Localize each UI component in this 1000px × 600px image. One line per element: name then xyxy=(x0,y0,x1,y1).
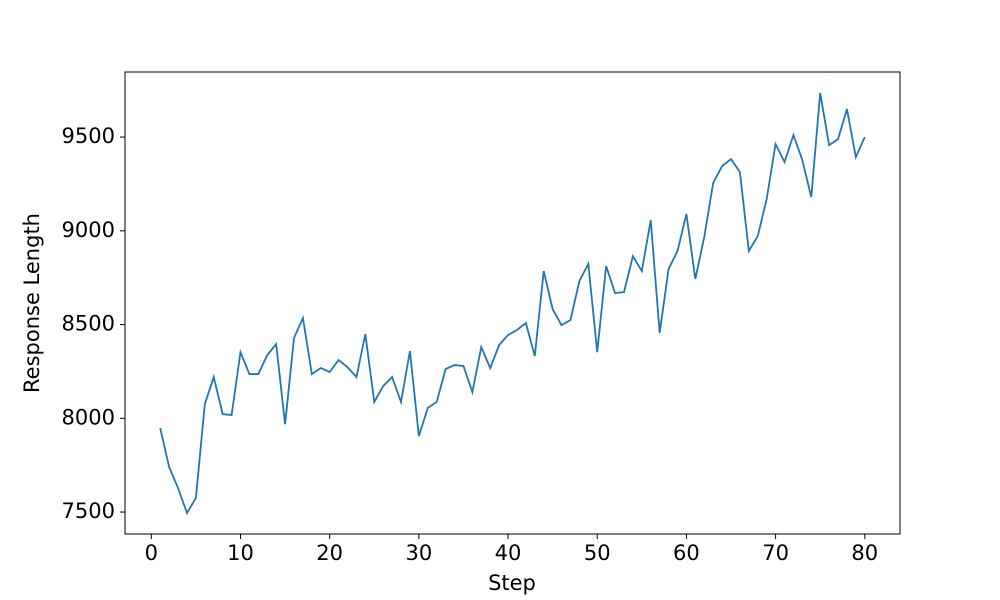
y-tick-label: 8000 xyxy=(62,405,115,429)
x-tick-label: 0 xyxy=(145,541,158,565)
x-tick-label: 10 xyxy=(227,541,254,565)
plot-frame xyxy=(124,71,901,535)
x-tick-label: 50 xyxy=(584,541,611,565)
y-tick-label: 9000 xyxy=(62,218,115,242)
x-tick-label: 70 xyxy=(762,541,789,565)
y-tick-label: 9500 xyxy=(62,124,115,148)
data-line xyxy=(159,92,866,516)
y-axis-label: Response Length xyxy=(20,213,44,393)
x-tick-label: 30 xyxy=(405,541,432,565)
x-tick-label: 40 xyxy=(495,541,522,565)
x-tick-label: 80 xyxy=(851,541,878,565)
x-tick-label: 60 xyxy=(673,541,700,565)
x-axis-label: Step xyxy=(488,571,536,595)
x-tick-label: 20 xyxy=(316,541,343,565)
y-tick-label: 7500 xyxy=(62,499,115,523)
y-tick-label: 8500 xyxy=(62,312,115,336)
